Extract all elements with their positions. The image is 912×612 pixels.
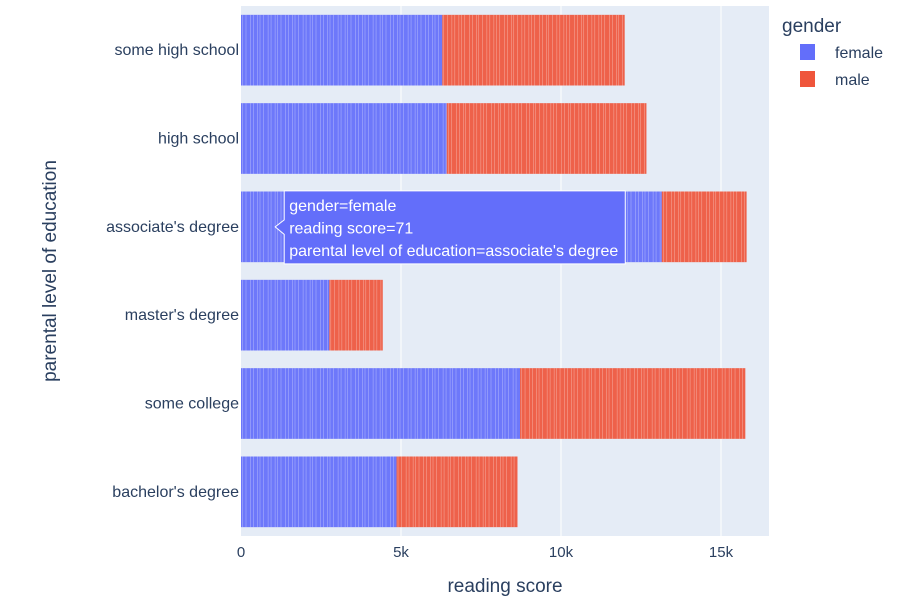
bar-fill — [446, 103, 647, 174]
bar-fill — [241, 14, 443, 86]
bar-male-some-high-school[interactable] — [442, 14, 625, 86]
bar-male-some-college[interactable] — [520, 368, 746, 439]
bar-male-high-school[interactable] — [446, 103, 647, 174]
tooltip-line: parental level of education=associate's … — [289, 243, 618, 260]
y-tick-label: high school — [158, 131, 239, 148]
bar-male-master-s-degree[interactable] — [329, 279, 383, 351]
legend-title: gender — [782, 16, 842, 37]
tooltip-line: gender=female — [289, 198, 396, 215]
bar-female-some-college[interactable] — [241, 368, 521, 439]
bar-fill — [520, 368, 746, 439]
legend-swatch — [800, 71, 815, 87]
bar-female-some-high-school[interactable] — [241, 14, 443, 86]
bar-fill — [241, 279, 330, 351]
x-tick-label: 15k — [709, 544, 734, 561]
y-tick-label: some high school — [114, 42, 239, 59]
hover-tooltip: gender=female reading score=71 parental le… — [274, 190, 626, 265]
tooltip-box — [274, 190, 626, 265]
y-axis-title: parental level of education — [40, 160, 61, 382]
bar-fill — [329, 279, 383, 351]
bar-male-bachelor-s-degree[interactable] — [396, 456, 518, 528]
plot-background — [241, 6, 769, 536]
bar-female-high-school[interactable] — [241, 103, 447, 174]
legend-label: female — [835, 45, 883, 62]
legend-item-male[interactable]: male — [800, 71, 870, 89]
x-tick-label: 5k — [393, 544, 409, 561]
bar-fill — [661, 191, 747, 263]
x-tick-label: 10k — [549, 544, 574, 561]
bar-fill — [241, 456, 397, 528]
tooltip-line: reading score=71 — [289, 220, 413, 237]
y-tick-label: some college — [145, 396, 239, 413]
y-tick-label: associate's degree — [106, 219, 239, 236]
legend-swatch — [800, 44, 815, 60]
x-axis-title: reading score — [447, 576, 562, 597]
y-tick-label: bachelor's degree — [112, 484, 239, 501]
bar-female-master-s-degree[interactable] — [241, 279, 330, 351]
y-tick-label: master's degree — [125, 307, 239, 324]
x-tick-label: 0 — [237, 544, 245, 561]
legend-item-female[interactable]: female — [800, 44, 883, 62]
bar-fill — [396, 456, 518, 528]
bar-fill — [442, 14, 625, 86]
bar-fill — [241, 103, 447, 174]
bar-female-bachelor-s-degree[interactable] — [241, 456, 397, 528]
legend-label: male — [835, 72, 870, 89]
bar-male-associate-s-degree[interactable] — [661, 191, 747, 263]
